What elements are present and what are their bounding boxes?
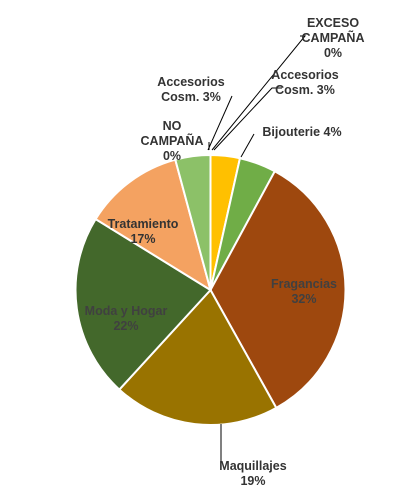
data-label-line: 19% <box>240 474 265 488</box>
data-label-line: 22% <box>113 319 138 333</box>
leader-line-accesorios-cosm-7 <box>213 87 282 151</box>
pie-slice-maquillajes-3 <box>117 288 278 426</box>
data-label-line: NO <box>163 119 182 133</box>
data-label-fragancias-2: Fragancias 32% <box>271 277 337 306</box>
data-label-line: Moda y Hogar <box>85 304 168 318</box>
data-label-line: EXCESO <box>307 16 359 30</box>
data-label-bijouterie-1: Bijouterie 4% <box>262 125 341 139</box>
data-label-exceso-campana-8: EXCESO CAMPAÑA 0% <box>302 16 365 60</box>
data-label-tratamiento-5: Tratamiento 17% <box>108 217 179 246</box>
data-labels: Accesorios Cosm. 3%Bijouterie 4%Fragancia… <box>85 16 365 488</box>
data-label-line: 17% <box>130 232 155 246</box>
data-label-line: Maquillajes <box>219 459 286 473</box>
pie-slice-tratamiento-5 <box>94 158 213 293</box>
data-label-line: Accesorios <box>157 75 224 89</box>
pie-slices <box>74 153 347 426</box>
leader-lines <box>207 35 307 462</box>
data-label-line: Cosm. 3% <box>275 83 335 97</box>
data-label-moda-y-hogar-4: Moda y Hogar 22% <box>85 304 168 333</box>
data-label-line: Fragancias <box>271 277 337 291</box>
data-label-line: CAMPAÑA <box>141 133 204 148</box>
leader-line-accesorios-cosm-0 <box>207 95 233 151</box>
data-label-maquillajes-3: Maquillajes 19% <box>219 459 286 488</box>
leader-line-bijouterie-1 <box>240 133 255 158</box>
data-label-line: 0% <box>324 46 342 60</box>
data-label-line: CAMPAÑA <box>302 30 365 45</box>
data-label-accesorios-cosm-0: Accesorios Cosm. 3% <box>157 75 224 104</box>
data-label-line: Accesorios <box>271 68 338 82</box>
pie-slice-moda-y-hogar-4 <box>74 217 213 391</box>
data-label-accesorios-cosm-7: Accesorios Cosm. 3% <box>271 68 338 97</box>
pie-slice-accesorios-cosm-7 <box>174 153 212 291</box>
data-label-line: 32% <box>291 292 316 306</box>
data-label-line: Bijouterie 4% <box>262 125 341 139</box>
data-label-no-campana-6: NO CAMPAÑA 0% <box>141 119 204 163</box>
data-label-line: Tratamiento <box>108 217 179 231</box>
data-label-line: Cosm. 3% <box>161 90 221 104</box>
data-label-line: 0% <box>163 149 181 163</box>
leader-line-exceso-campana-8 <box>211 35 307 151</box>
